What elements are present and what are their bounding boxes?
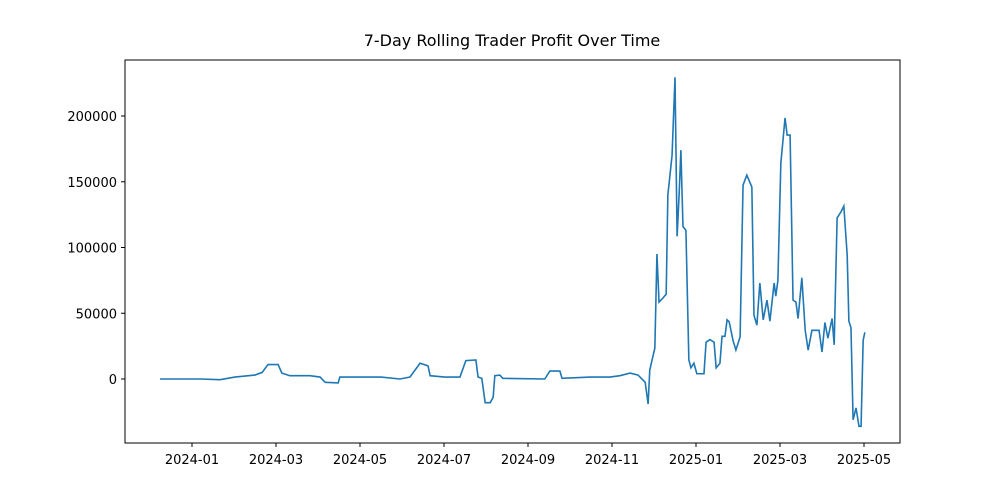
x-tick-label: 2024-11 xyxy=(585,453,639,468)
x-tick-label: 2025-03 xyxy=(753,453,807,468)
y-tick-label: 100000 xyxy=(67,242,117,257)
chart-title: 7-Day Rolling Trader Profit Over Time xyxy=(364,31,661,50)
y-tick-label: 50000 xyxy=(76,307,117,322)
x-tick-label: 2024-03 xyxy=(249,453,303,468)
x-tick-label: 2024-01 xyxy=(165,453,219,468)
x-tick-label: 2024-05 xyxy=(333,453,387,468)
x-tick-label: 2025-01 xyxy=(669,453,723,468)
x-tick-label: 2025-05 xyxy=(837,453,891,468)
line xyxy=(160,77,866,428)
x-tick-label: 2024-07 xyxy=(417,453,471,468)
plot-frame xyxy=(124,59,901,444)
y-tick-label: 200000 xyxy=(67,110,117,125)
y-tick-label: 0 xyxy=(109,373,117,388)
x-tick-label: 2024-09 xyxy=(501,453,555,468)
y-tick-label: 150000 xyxy=(67,176,117,191)
